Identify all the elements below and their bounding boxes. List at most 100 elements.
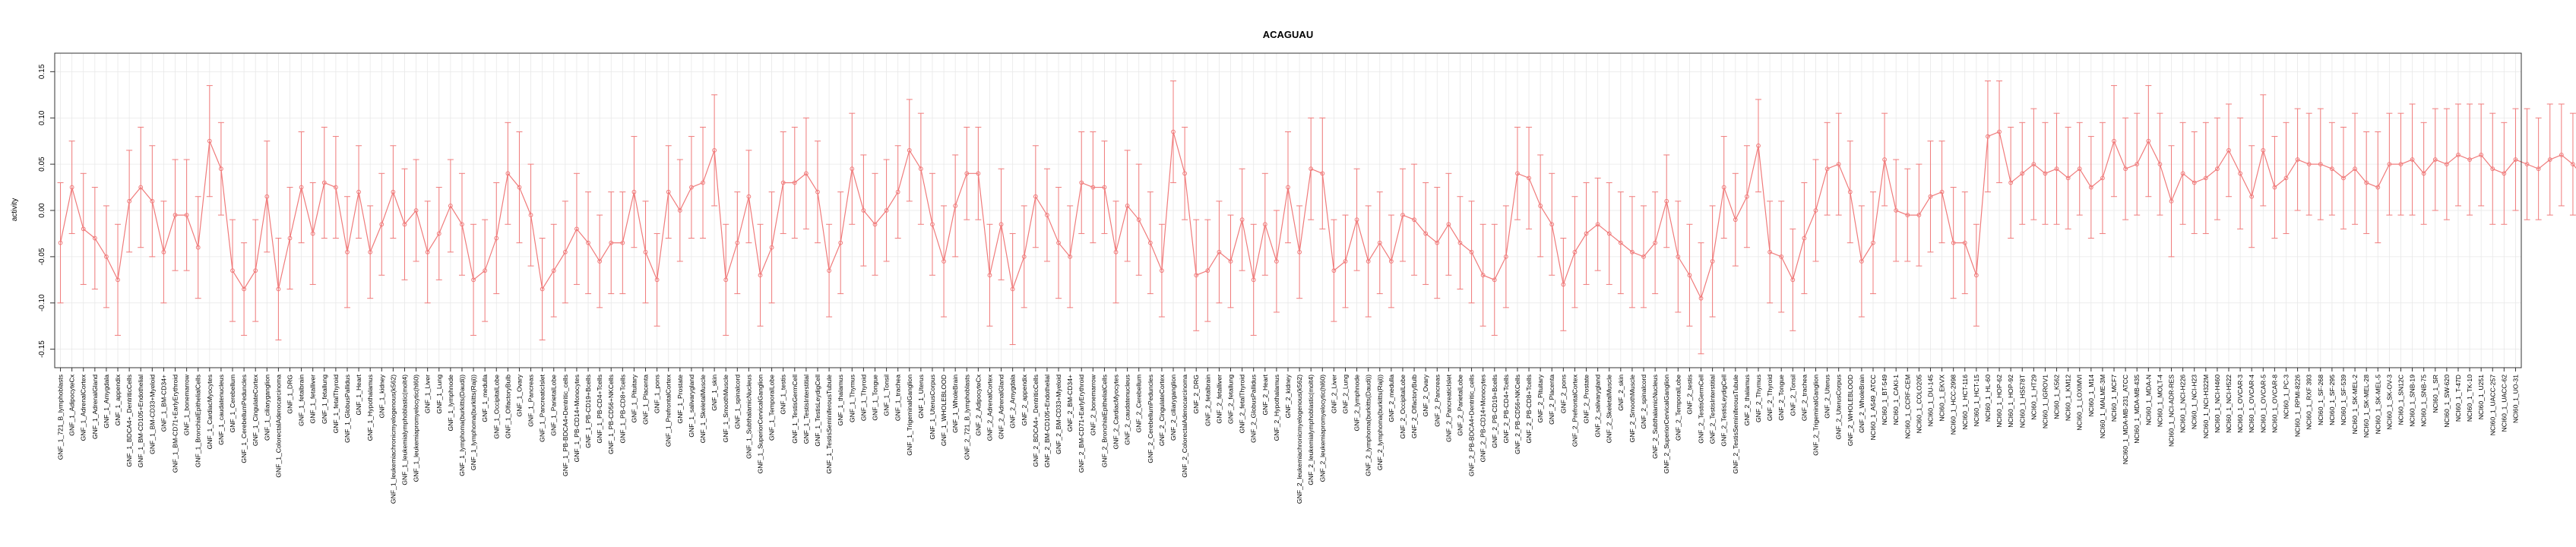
data-point bbox=[1538, 204, 1543, 208]
x-tick-label: GNF_2_AdrenalGland bbox=[998, 375, 1005, 439]
x-tick-label: GNF_1_Heart bbox=[355, 374, 362, 415]
data-point bbox=[2513, 157, 2518, 162]
x-tick-label: NCI60_1_SN12C bbox=[2397, 375, 2404, 425]
data-point bbox=[1320, 171, 1325, 176]
x-tick-label: NCI60_1_HT29 bbox=[2030, 375, 2037, 420]
x-tick-label: NCI60_1_OVCAR-8 bbox=[2271, 375, 2278, 433]
data-point bbox=[1228, 259, 1233, 264]
x-tick-label: GNF_1_Tongue bbox=[871, 375, 878, 421]
x-tick-label: GNF_1_salivarygland bbox=[688, 375, 695, 438]
x-tick-label: GNF_1_CerebellumPeduncles bbox=[240, 375, 248, 463]
x-tick-label: NCI60_1_NCI-H23 bbox=[2191, 375, 2198, 429]
x-tick-label: GNF_1_DRG bbox=[286, 375, 294, 414]
data-point bbox=[379, 222, 385, 227]
x-tick-label: GNF_1_OccipitalLobe bbox=[492, 375, 500, 439]
x-tick-label: NCI60_1_NCI-ADR-RES bbox=[2168, 375, 2176, 447]
x-tick-label: GNF_1_Amygdala bbox=[103, 375, 110, 428]
data-point bbox=[2249, 194, 2255, 199]
x-tick-label: NCI60_1_MOLT-4 bbox=[2156, 375, 2163, 427]
data-point bbox=[884, 208, 889, 213]
x-tick-label: NCI60_1_HOP-92 bbox=[2007, 375, 2014, 428]
data-point bbox=[368, 249, 373, 255]
x-tick-label: NCI60_1_SK-MEL-2 bbox=[2351, 375, 2359, 435]
x-tick-label: GNF_2_TemporalLobe bbox=[1674, 375, 1682, 441]
x-tick-label: NCI60_1_TK-10 bbox=[2466, 375, 2473, 422]
x-tick-label: NCI60_1_NCI-H226 bbox=[2179, 375, 2187, 433]
data-point bbox=[2490, 166, 2495, 172]
x-tick-label: GNF_2_SmoothMuscle bbox=[1628, 375, 1636, 443]
x-tick-label: GNF_1_bonemarrow bbox=[183, 374, 191, 435]
data-point bbox=[895, 189, 900, 194]
x-tick-label: GNF_1_thalamus bbox=[837, 375, 844, 425]
y-axis: -0.15 -0.10 -0.05 0.00 0.05 0.10 0.15 bbox=[38, 64, 55, 358]
data-point bbox=[1824, 166, 1830, 172]
x-tick-label: GNF_2_PB-CD56+NKCells bbox=[1514, 375, 1521, 454]
data-point bbox=[1297, 249, 1302, 255]
data-point bbox=[597, 259, 603, 264]
x-tick-label: GNF_2_BM-CD105+Endothelial bbox=[1043, 375, 1051, 468]
x-tick-label: GNF_2_Prostate bbox=[1583, 375, 1590, 424]
x-axis: GNF_1_721_B_lymphoblasts GNF_1_AdipocyteC… bbox=[57, 368, 2519, 504]
data-point bbox=[2020, 171, 2025, 176]
x-tick-label: GNF_2_Cerebellum bbox=[1135, 375, 1143, 432]
data-point bbox=[2353, 166, 2357, 172]
x-tick-label: NCI60_1_PC-3 bbox=[2282, 375, 2290, 419]
x-tick-label: NCI60_1_BT-549 bbox=[1881, 375, 1888, 425]
x-tick-label: NCI60_1_M14 bbox=[2087, 375, 2095, 417]
data-point bbox=[2100, 175, 2105, 181]
data-point bbox=[1664, 198, 1669, 204]
data-point bbox=[792, 180, 797, 185]
data-point bbox=[1182, 171, 1188, 176]
data-point bbox=[1676, 254, 1681, 259]
series-line bbox=[59, 131, 2576, 300]
data-point bbox=[219, 166, 223, 172]
x-tick-label: NCI60_1_KM12 bbox=[2065, 375, 2072, 421]
x-tick-label: GNF_1_PB-CD19+Bcells bbox=[584, 375, 592, 448]
data-point bbox=[1745, 194, 1749, 199]
x-tick-label: GNF_1_CardiacMyocytes bbox=[206, 375, 214, 449]
data-point bbox=[1951, 240, 1956, 245]
x-tick-label: GNF_2_AdrenalCortex bbox=[986, 374, 993, 441]
x-tick-label: NCI60_1_HCT-15 bbox=[1973, 375, 1980, 427]
data-point bbox=[1813, 208, 1818, 213]
data-point bbox=[1171, 129, 1176, 134]
x-tick-label: NCI60_1_DU-145 bbox=[1926, 375, 1934, 427]
x-tick-label: GNF_1_caudatenucleus bbox=[217, 375, 225, 445]
data-point bbox=[2283, 175, 2289, 181]
x-tick-label: GNF_1_pons bbox=[653, 375, 661, 413]
data-point bbox=[310, 231, 315, 236]
x-tick-label: GNF_1_Uterus bbox=[917, 375, 925, 419]
x-tick-label: GNF_2_PB-CD8+Tcells bbox=[1525, 375, 1533, 444]
data-point bbox=[930, 222, 935, 227]
data-point bbox=[1515, 171, 1520, 176]
x-tick-label: GNF_2_Pancreas bbox=[1433, 375, 1441, 427]
data-point bbox=[1962, 240, 1967, 245]
data-point bbox=[609, 240, 614, 245]
data-point bbox=[116, 277, 120, 283]
x-tick-label: GNF_1_AdipocyteCx bbox=[68, 374, 76, 435]
data-point bbox=[1480, 273, 1486, 278]
data-point bbox=[2238, 171, 2243, 176]
data-point bbox=[2571, 162, 2575, 167]
data-point bbox=[2123, 166, 2128, 172]
data-point bbox=[2387, 162, 2392, 167]
data-point bbox=[104, 254, 109, 259]
data-point bbox=[1871, 240, 1875, 245]
data-point bbox=[1113, 249, 1119, 255]
x-tick-label: GNF_1_GlobusPallidus bbox=[343, 375, 351, 443]
x-tick-label: GNF_1_CingulateCortex bbox=[252, 374, 259, 446]
x-tick-label: GNF_2_fetalbrain bbox=[1204, 375, 1211, 426]
data-point bbox=[2524, 162, 2530, 167]
data-point bbox=[69, 185, 74, 190]
data-point bbox=[1503, 254, 1508, 259]
x-tick-label: GNF_2_Uterus bbox=[1824, 375, 1831, 419]
x-tick-label: GNF_1_ColorectalAdenocarcinoma bbox=[274, 375, 282, 478]
data-point bbox=[1160, 268, 1164, 274]
x-tick-label: GNF_2_TestisInterstitial bbox=[1709, 375, 1717, 444]
x-tick-label: GNF_2_CardiacMyocytes bbox=[1112, 375, 1120, 449]
data-point bbox=[1194, 273, 1199, 278]
x-tick-label: NCI60_1_SK-OV-3 bbox=[2385, 375, 2393, 430]
x-tick-label: NCI60_1_LOXIMVI bbox=[2076, 375, 2084, 431]
data-point bbox=[2364, 180, 2369, 185]
data-point bbox=[2547, 157, 2552, 162]
